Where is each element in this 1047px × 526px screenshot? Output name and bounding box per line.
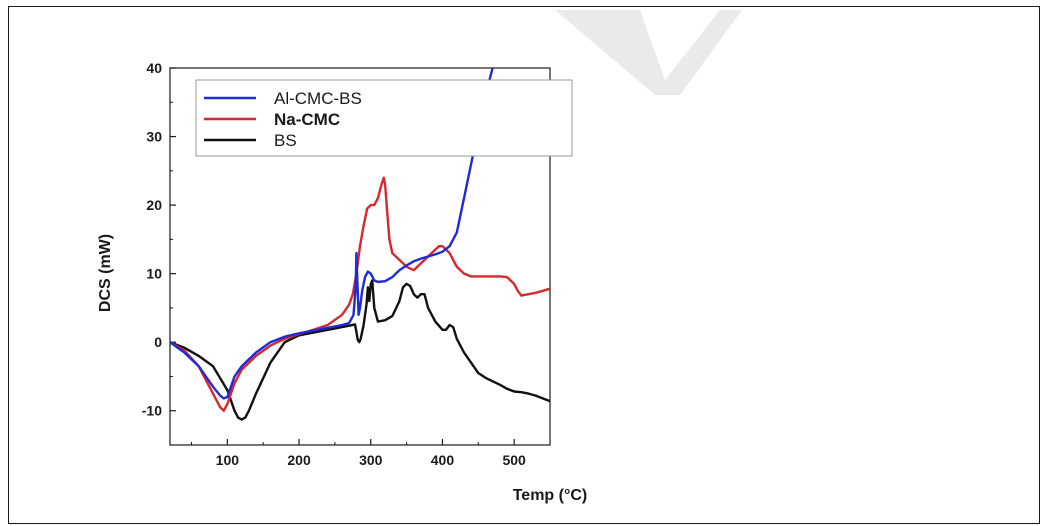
legend-label: BS <box>274 131 297 150</box>
x-tick-label: 400 <box>431 452 455 468</box>
y-tick-label: -10 <box>142 403 162 419</box>
x-axis-ticks: 100 200 300 400 500 <box>191 439 526 468</box>
y-tick-label: 0 <box>154 334 162 350</box>
y-tick-label: 40 <box>146 60 162 76</box>
x-tick-label: 500 <box>502 452 526 468</box>
series-lines <box>170 68 550 421</box>
figure-frame <box>8 6 1040 524</box>
watermark-stripe <box>555 10 742 95</box>
x-tick-label: 100 <box>216 452 240 468</box>
x-tick-label: 200 <box>287 452 311 468</box>
series-line-bs <box>170 279 550 421</box>
series-line-na-cmc <box>170 176 550 412</box>
series-line-al-cmc-bs <box>170 68 494 400</box>
legend-label: Na-CMC <box>274 110 340 129</box>
legend-box <box>195 79 573 157</box>
y-axis-ticks: -10 0 10 20 30 40 <box>142 60 176 446</box>
legend-label: Al-CMC-BS <box>274 89 362 108</box>
y-tick-label: 20 <box>146 197 162 213</box>
x-tick-label: 300 <box>359 452 383 468</box>
y-axis-title: DCS (mW) <box>97 234 114 312</box>
y-tick-label: 30 <box>146 129 162 145</box>
x-axis-title: Temp (°C) <box>513 487 588 504</box>
plot-area <box>169 67 551 446</box>
y-tick-label: 10 <box>146 266 162 282</box>
legend: Al-CMC-BS Na-CMC BS <box>195 79 573 157</box>
